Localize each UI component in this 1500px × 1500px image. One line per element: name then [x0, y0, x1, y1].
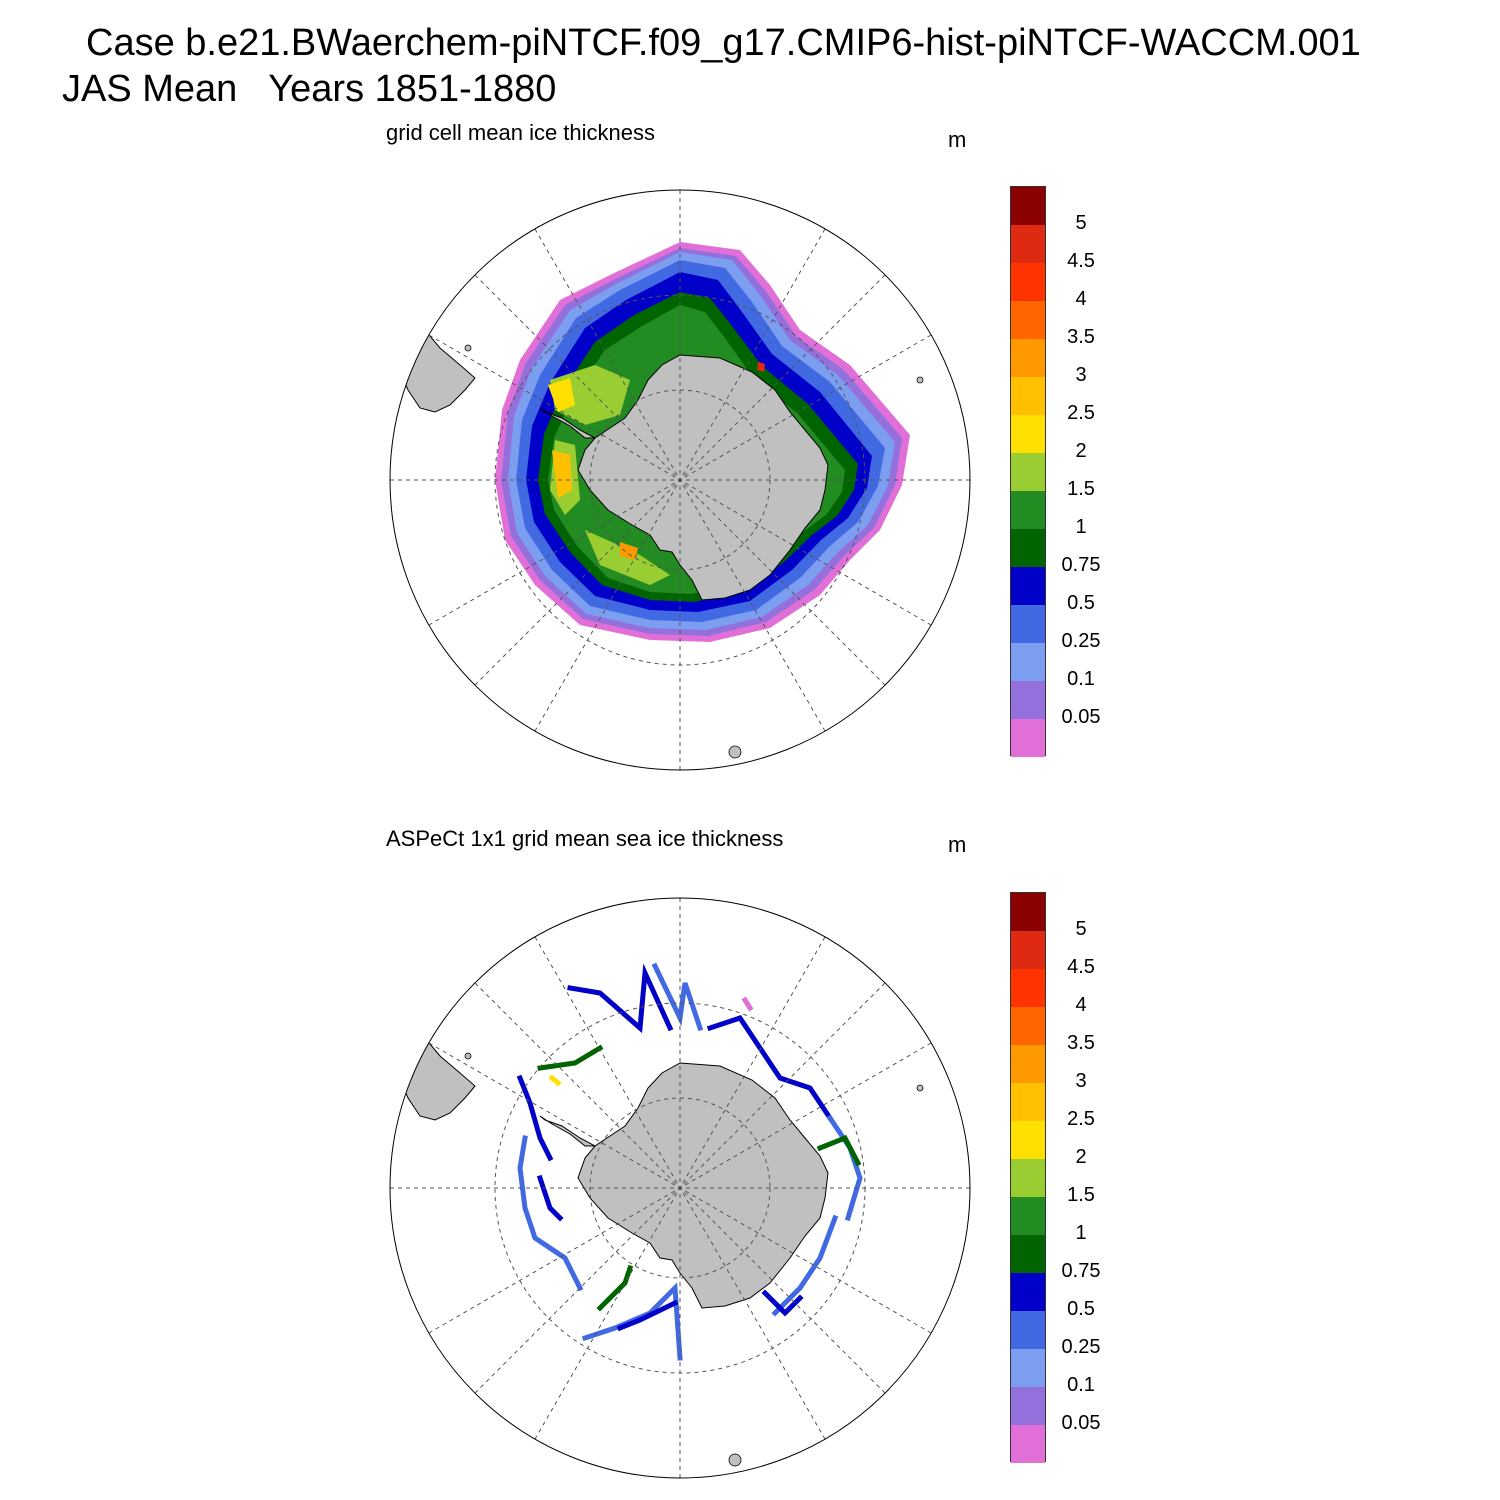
- colorbar-swatch: [1011, 263, 1045, 301]
- island-2: [916, 1084, 924, 1092]
- colorbar-tick-label: 1.5: [1067, 1184, 1095, 1206]
- colorbar-tick-label: 0.1: [1067, 668, 1095, 690]
- colorbar-swatch: [1011, 491, 1045, 529]
- colorbar-tick-label: 3: [1075, 1070, 1087, 1092]
- colorbar-swatch: [1011, 605, 1045, 643]
- colorbar-swatch: [1011, 1197, 1045, 1235]
- colorbar-swatch: [1011, 567, 1045, 605]
- colorbar-swatch: [1011, 719, 1045, 757]
- ice-patch-2.5: [548, 378, 575, 412]
- colorbar-swatch: [1011, 643, 1045, 681]
- colorbar-swatch: [1011, 1273, 1045, 1311]
- colorbar-swatch: [1011, 453, 1045, 491]
- colorbar-swatch: [1011, 1235, 1045, 1273]
- colorbar-swatch: [1011, 377, 1045, 415]
- colorbar-tick-label: 5: [1075, 918, 1087, 940]
- colorbar-swatch: [1011, 1349, 1045, 1387]
- colorbar-tick-label: 0.1: [1067, 1374, 1095, 1396]
- colorbar-tick-label: 4: [1075, 994, 1087, 1016]
- island-1: [464, 344, 472, 352]
- colorbar-tick-label: 4.5: [1067, 250, 1095, 272]
- map-boundary: [389, 897, 971, 1479]
- colorbar-swatch: [1011, 931, 1045, 969]
- antarctic-peninsula: [539, 1115, 596, 1147]
- island-1: [464, 1052, 472, 1060]
- colorbar-tick-label: 3.5: [1067, 1032, 1095, 1054]
- island-3: [728, 745, 742, 759]
- island-3: [728, 1453, 742, 1467]
- colorbar-swatch: [1011, 1083, 1045, 1121]
- colorbar-tick-label: 1.5: [1067, 478, 1095, 500]
- ice-patch-red: [757, 362, 765, 372]
- colorbar-swatch: [1011, 1007, 1045, 1045]
- panel-1-title: grid cell mean ice thickness: [386, 120, 656, 145]
- colorbar-swatch: [1011, 1387, 1045, 1425]
- colorbar-tick-label: 0.25: [1061, 1336, 1101, 1358]
- map-boundary: [389, 189, 971, 771]
- panel-1-unit: m: [948, 127, 967, 152]
- antarctica-land: [577, 1062, 829, 1309]
- panel-2-polar-map: [389, 897, 971, 1479]
- colorbar-tick-label: 0.25: [1061, 630, 1101, 652]
- colorbar-tick-label: 2: [1075, 1146, 1087, 1168]
- panel-2-title: ASPeCt 1x1 grid mean sea ice thickness: [386, 826, 784, 851]
- panel-1-polar-map: [389, 189, 971, 771]
- figure-title-period: JAS Mean Years 1851-1880: [62, 68, 557, 110]
- colorbar-swatch: [1011, 225, 1045, 263]
- colorbar-tick-label: 0.75: [1061, 1260, 1101, 1282]
- colorbar-tick-label: 3: [1075, 364, 1087, 386]
- colorbar-swatch: [1011, 301, 1045, 339]
- colorbar-swatch: [1011, 681, 1045, 719]
- colorbar-tick-label: 1: [1075, 1222, 1087, 1244]
- colorbar-swatch: [1011, 339, 1045, 377]
- ice-patch-3.5: [620, 542, 638, 560]
- colorbar-swatches: [1010, 892, 1046, 1463]
- ice-patch-3: [552, 450, 572, 498]
- colorbar-swatch: [1011, 1159, 1045, 1197]
- colorbar-tick-label: 3.5: [1067, 326, 1095, 348]
- colorbar-swatch: [1011, 1311, 1045, 1349]
- colorbar-tick-label: 4.5: [1067, 956, 1095, 978]
- colorbar-tick-label: 0.05: [1061, 1412, 1101, 1434]
- colorbar-tick-label: 4: [1075, 288, 1087, 310]
- colorbar-swatch: [1011, 1425, 1045, 1463]
- colorbar-tick-label: 0.5: [1067, 1298, 1095, 1320]
- colorbar-tick-label: 1: [1075, 516, 1087, 538]
- colorbar-tick-label: 0.75: [1061, 554, 1101, 576]
- colorbar-tick-label: 2.5: [1067, 1108, 1095, 1130]
- panel-2-unit: m: [948, 832, 967, 857]
- antarctica-land: [577, 354, 829, 601]
- colorbar-swatch: [1011, 1121, 1045, 1159]
- map-graticule: [390, 898, 970, 1478]
- ship-observation-tracks: [516, 962, 863, 1361]
- colorbar-swatch: [1011, 1045, 1045, 1083]
- island-2: [916, 376, 924, 384]
- map-graticule: [390, 190, 970, 770]
- colorbar-tick-label: 0.05: [1061, 706, 1101, 728]
- colorbar-swatch: [1011, 187, 1045, 225]
- colorbar-swatch: [1011, 415, 1045, 453]
- antarctic-peninsula: [539, 407, 596, 439]
- figure-title-case: Case b.e21.BWaerchem-piNTCF.f09_g17.CMIP…: [86, 22, 1361, 64]
- colorbar-swatch: [1011, 893, 1045, 931]
- colorbar-swatch: [1011, 529, 1045, 567]
- colorbar-tick-label: 0.5: [1067, 592, 1095, 614]
- colorbar-tick-label: 2: [1075, 440, 1087, 462]
- colorbar-tick-label: 2.5: [1067, 402, 1095, 424]
- colorbar-swatches: [1010, 186, 1046, 757]
- colorbar-tick-label: 5: [1075, 212, 1087, 234]
- colorbar-swatch: [1011, 969, 1045, 1007]
